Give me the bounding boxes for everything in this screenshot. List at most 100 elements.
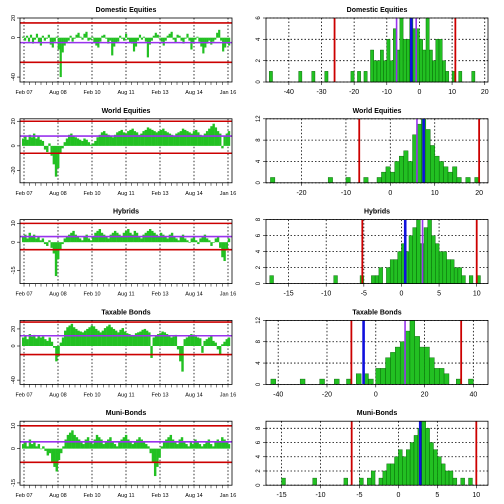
x-tick-label: -40	[284, 89, 294, 96]
bar	[182, 37, 185, 44]
bar	[166, 35, 169, 38]
bar	[138, 134, 141, 146]
histogram-bar	[376, 60, 381, 83]
bar	[175, 133, 178, 146]
bar	[118, 441, 121, 449]
bar	[185, 337, 189, 346]
grid	[23, 118, 229, 183]
histogram-bar	[343, 477, 348, 486]
x-tick-label: -5	[356, 492, 362, 499]
bar	[119, 329, 122, 346]
bar	[168, 234, 172, 243]
bar	[216, 32, 219, 38]
bar	[184, 129, 187, 146]
bar	[82, 444, 85, 449]
histogram-bar	[269, 275, 274, 284]
bar	[146, 37, 149, 58]
bar	[166, 132, 169, 146]
histogram-bar	[378, 267, 383, 284]
bar	[214, 37, 217, 40]
bar	[46, 340, 49, 346]
bar	[78, 139, 82, 146]
x-tick-label: Jan 16	[220, 392, 237, 398]
bar	[187, 446, 190, 449]
bar	[228, 37, 231, 46]
bar	[84, 439, 88, 449]
bar	[159, 129, 163, 146]
histogram-bar	[394, 161, 400, 183]
bar	[159, 333, 162, 346]
histogram-bar	[429, 442, 434, 486]
bar	[28, 439, 32, 449]
histogram-bar	[407, 161, 413, 183]
bar	[142, 36, 146, 38]
bar	[214, 441, 217, 449]
histogram-bar	[390, 352, 396, 385]
x-tick-label: Aug 11	[117, 292, 134, 298]
bar	[65, 37, 68, 43]
bar	[223, 242, 226, 262]
histogram-bar	[363, 71, 368, 83]
bar	[172, 336, 175, 346]
bar	[89, 240, 93, 243]
bar	[77, 330, 80, 346]
x-tick-label: 5	[437, 291, 441, 298]
histogram-bar	[425, 129, 431, 183]
histogram-bar	[419, 39, 423, 83]
chart-title: World Equities	[353, 108, 402, 115]
bar	[24, 234, 27, 243]
bar	[225, 242, 229, 250]
bar	[33, 37, 37, 40]
y-tick-label: 0	[256, 382, 262, 386]
histogram-bar	[370, 49, 374, 83]
y-tick-label: 2	[256, 265, 262, 269]
bar	[81, 37, 84, 40]
bar	[57, 37, 60, 50]
bar	[131, 128, 134, 146]
bar	[70, 232, 73, 243]
y-tick-label: 0	[11, 447, 17, 450]
bar	[83, 138, 86, 146]
bar	[216, 346, 220, 350]
bar	[104, 441, 108, 449]
bar	[67, 234, 71, 243]
bar	[109, 136, 112, 146]
bar	[179, 346, 182, 362]
bar	[194, 336, 198, 346]
bar	[188, 37, 191, 41]
bar	[61, 37, 64, 53]
bar	[140, 439, 143, 449]
histogram-bar	[427, 219, 432, 284]
bar	[168, 335, 171, 346]
bar	[67, 37, 70, 41]
x-tick-label: Jan 16	[220, 493, 237, 499]
x-tick-label: -20	[296, 190, 306, 197]
bar	[127, 439, 130, 449]
bar	[87, 142, 91, 146]
bar	[212, 123, 215, 146]
bar	[205, 238, 209, 243]
bar	[174, 37, 177, 43]
bar	[59, 242, 62, 250]
histogram-bar	[390, 171, 395, 183]
bar	[176, 34, 179, 38]
bar	[30, 444, 34, 449]
bar	[218, 29, 221, 38]
y-tick-label: 12	[256, 316, 262, 323]
bar	[227, 337, 231, 346]
bar	[113, 134, 117, 146]
bar	[201, 236, 204, 243]
bar	[129, 232, 132, 243]
histogram-bar	[432, 60, 436, 83]
bar	[221, 145, 224, 149]
bar	[35, 446, 38, 449]
bar	[33, 334, 36, 346]
bar	[55, 36, 58, 38]
bar	[156, 34, 159, 38]
histogram-bar	[393, 259, 398, 284]
bar	[43, 37, 46, 41]
bar	[174, 441, 177, 449]
histogram-bar	[443, 166, 449, 184]
histogram-bar	[414, 336, 420, 385]
bar	[129, 441, 132, 449]
